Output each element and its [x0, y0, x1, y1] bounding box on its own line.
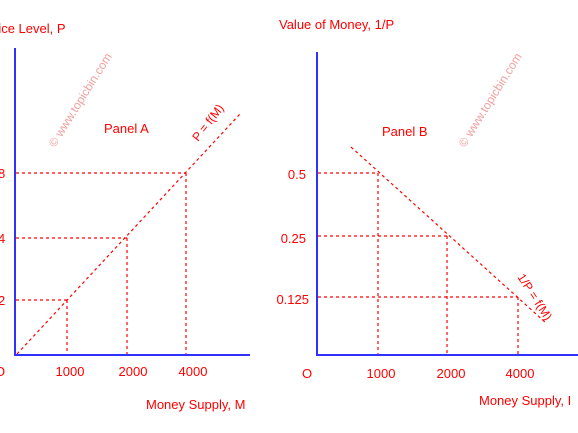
panel-a-label: Panel A — [104, 121, 149, 136]
panel-b-origin: O — [302, 366, 312, 381]
panel-a-y-tick: 2 — [0, 293, 5, 308]
panel-a-x-axis-title: Money Supply, M — [146, 397, 245, 412]
panel-a-x-tick: 2000 — [119, 364, 148, 379]
panel-a: rice Level, P © www.topicbin.com Panel A… — [0, 21, 250, 412]
panel-b-y-tick: 0.5 — [288, 167, 306, 182]
panel-a-y-axis-title: rice Level, P — [0, 21, 66, 36]
panel-b-curve — [350, 146, 547, 324]
panel-b-y-axis-title: Value of Money, 1/P — [279, 17, 394, 32]
panel-b-x-axis-title: Money Supply, I — [479, 393, 571, 408]
panel-b: Value of Money, 1/P © www.topicbin.com P… — [276, 17, 578, 408]
panel-a-curve-label: P = f(M) — [189, 102, 226, 144]
panel-b-label: Panel B — [382, 124, 428, 139]
panel-b-curve-label: 1/P = f(M) — [514, 271, 554, 323]
panel-a-y-tick: 4 — [0, 231, 5, 246]
panel-b-x-tick: 4000 — [506, 366, 535, 381]
panel-a-x-tick: 1000 — [56, 364, 85, 379]
panel-a-y-tick: 8 — [0, 166, 5, 181]
panel-a-x-tick: 4000 — [179, 364, 208, 379]
panel-a-curve — [16, 113, 241, 355]
panel-a-origin: O — [0, 364, 5, 379]
panel-b-y-tick: 0.125 — [276, 292, 309, 307]
panel-b-x-tick: 1000 — [367, 366, 396, 381]
panel-b-watermark: © www.topicbin.com — [456, 50, 525, 149]
panel-b-x-tick: 2000 — [437, 366, 466, 381]
panel-b-y-tick: 0.25 — [281, 231, 306, 246]
